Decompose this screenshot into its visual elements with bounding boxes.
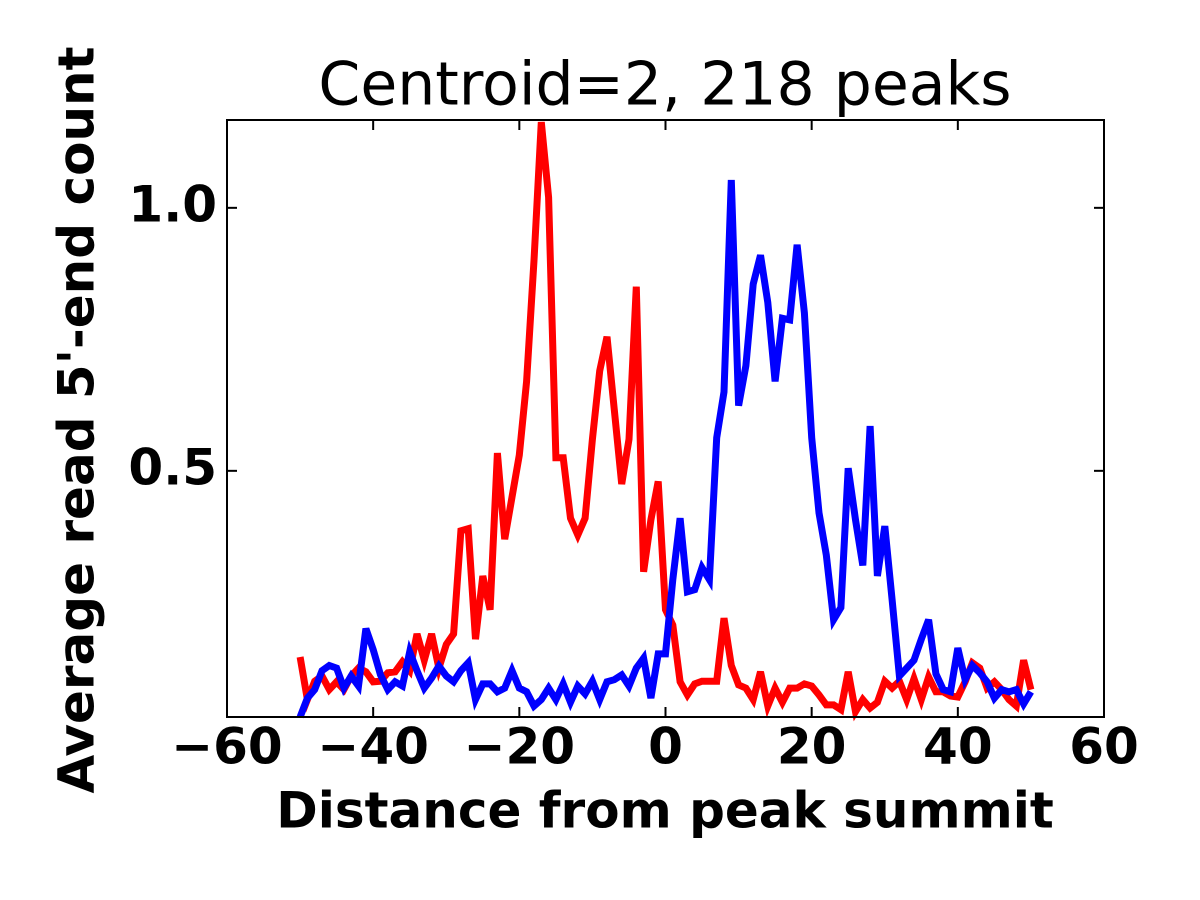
x-tick-label: −40 — [317, 718, 428, 776]
data-line — [296, 179, 1034, 719]
x-tick-label: 0 — [648, 718, 683, 776]
x-tick-label: −20 — [464, 718, 575, 776]
y-tick-label: 0.5 — [128, 438, 217, 496]
data-line — [296, 121, 1035, 722]
x-tick-label: 60 — [1069, 718, 1139, 776]
y-axis-label: Average read 5'-end count — [48, 46, 106, 793]
y-tick-label: 1.0 — [128, 175, 217, 233]
x-tick-label: −60 — [171, 718, 282, 776]
x-tick-label: 20 — [777, 718, 847, 776]
x-tick-label: 40 — [923, 718, 993, 776]
chart-title: Centroid=2, 218 peaks — [318, 50, 1011, 120]
x-axis-label: Distance from peak summit — [276, 782, 1054, 840]
